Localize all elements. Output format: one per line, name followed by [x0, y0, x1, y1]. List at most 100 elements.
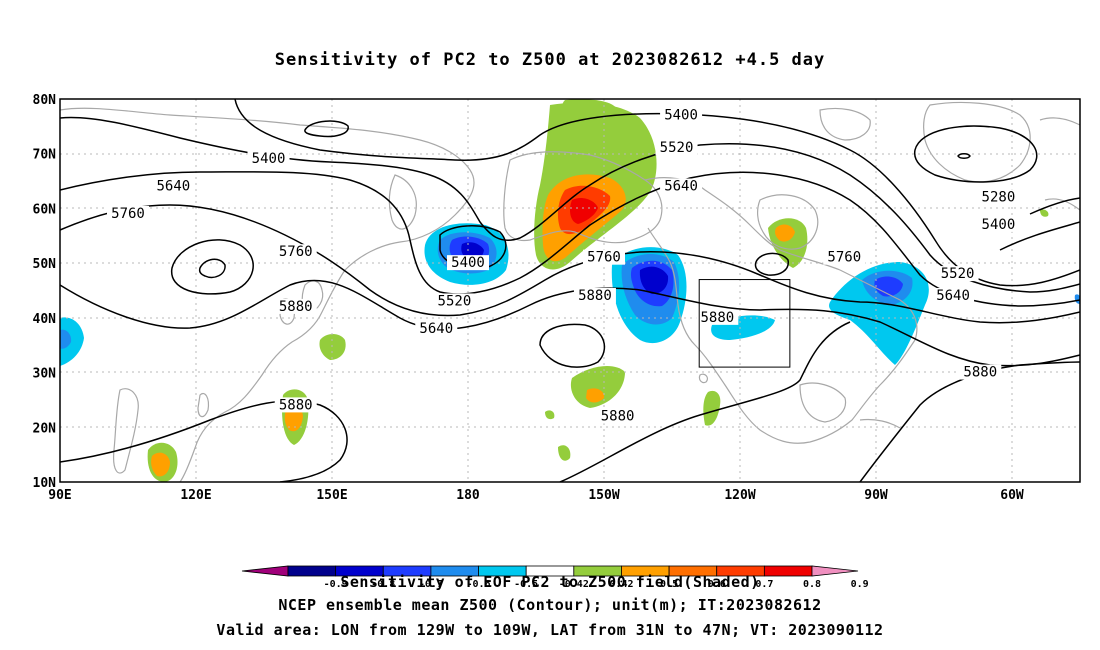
- coastline-kamchatka: [388, 174, 417, 230]
- shade-positive-patch: [586, 388, 605, 403]
- colorbar-tick-label: -0.6: [466, 579, 490, 590]
- contour-label-text: 5640: [156, 179, 190, 195]
- lon-tick-label: 120W: [724, 488, 755, 503]
- lat-tick-label: 80N: [33, 93, 57, 108]
- contour-labels: 5400 5520 5640 5280 5400 5400 5640 5760 5760 5880…: [107, 107, 1020, 424]
- contour-label: 5640: [152, 178, 195, 195]
- contour-label: 5520: [433, 293, 476, 309]
- colorbar-tick-label: 0.8: [803, 579, 821, 590]
- shade-negative-patch: [639, 266, 669, 294]
- colorbar-tick-label: -0.7: [419, 579, 443, 590]
- lon-tick-label: 120E: [180, 488, 211, 503]
- caption-contour: NCEP ensemble mean Z500 (Contour); unit(…: [278, 596, 822, 614]
- contour-line: [999, 221, 1080, 251]
- contour-label: 5400: [447, 255, 489, 271]
- contour-line: [304, 120, 349, 138]
- shade-positive-patch: [775, 224, 795, 242]
- lat-tick-label: 20N: [33, 421, 57, 436]
- contour-line: [539, 323, 606, 368]
- coastline-caribbean: [859, 418, 901, 429]
- shade-negative-patch: [1074, 294, 1080, 304]
- contour-label-text: 5640: [664, 179, 698, 195]
- coastline-hudson-bay: [757, 194, 819, 250]
- contour-line: [957, 153, 971, 159]
- contour-label-bg: [447, 255, 489, 271]
- shade-positive-patch: [545, 410, 555, 420]
- colorbar: -0.9 -0.8 -0.7 -0.6 -0.5 -0.42 0.42 0.5 0.6 0.7 0.…: [241, 565, 869, 590]
- contour-label: 5640: [660, 178, 703, 195]
- contour-label: 5640: [932, 287, 975, 304]
- contour-line: [60, 279, 1080, 367]
- coastline-layer: [60, 101, 1080, 482]
- lon-axis-labels: 90E 120E 150E 180 150W 120W 90W 60W: [48, 488, 1024, 503]
- coastline-alaska: [503, 151, 663, 244]
- contour-label: 5400: [247, 151, 290, 167]
- contour-label-text: 5400: [982, 217, 1016, 233]
- contour-label-bg: [247, 151, 290, 167]
- contour-label-bg: [660, 178, 703, 194]
- contour-label: 5400: [660, 107, 703, 123]
- contour-label-bg: [977, 189, 1020, 205]
- contour-label: 5880: [274, 298, 317, 315]
- lat-tick-label: 70N: [33, 148, 57, 163]
- coastline-asia: [60, 107, 475, 482]
- shade-positive-patch: [1040, 209, 1049, 217]
- contour-label-bg: [596, 408, 639, 424]
- contour-label: 5880: [596, 408, 639, 424]
- contour-label-text: 5520: [941, 266, 975, 282]
- contour-label: 5640: [415, 320, 458, 337]
- contour-label-bg: [823, 249, 866, 265]
- contour-label-bg: [696, 309, 739, 325]
- contour-label: 5760: [274, 244, 317, 260]
- colorbar-tick-label: 0.9: [851, 579, 869, 590]
- lon-tick-label: 90W: [864, 488, 888, 503]
- valid-area-box: [698, 279, 791, 368]
- colorbar-tick-label: 0.42: [609, 579, 633, 590]
- lat-tick-label: 10N: [33, 476, 57, 491]
- coastline-arctic-islands: [819, 107, 871, 141]
- contour-label: 5760: [107, 205, 149, 222]
- contour-label-text: 5520: [438, 293, 472, 309]
- lon-tick-label: 60W: [1000, 488, 1024, 503]
- contour-label-text: 5880: [279, 299, 313, 315]
- contour-label: 5880: [696, 309, 739, 326]
- colorbar-label: Sensitivity of EOF PC2 to Z500 field(Sha…: [340, 573, 760, 591]
- contour-line: [859, 361, 1080, 482]
- contour-label-bg: [977, 216, 1020, 232]
- contour-label-text: 5880: [963, 365, 997, 381]
- shade-positive-patch: [558, 445, 571, 461]
- contour-line: [1029, 197, 1080, 215]
- lat-tick-label: 40N: [33, 312, 57, 327]
- colorbar-tick-label: 0.6: [708, 579, 726, 590]
- contour-label-bg: [660, 107, 703, 123]
- contour-line: [60, 171, 1080, 307]
- contour-line: [913, 125, 1038, 183]
- contour-label-text: 5400: [451, 255, 485, 271]
- lat-tick-label: 30N: [33, 367, 57, 382]
- contour-label-text: 5400: [664, 107, 698, 123]
- shade-positive-patch: [570, 197, 598, 224]
- map-frame: [59, 98, 1081, 483]
- contour-line: [754, 252, 789, 276]
- contour-label-text: 5760: [827, 250, 861, 266]
- contour-line: [559, 321, 851, 482]
- coastline-indochina: [113, 388, 139, 474]
- coastline-greenland: [923, 101, 1031, 183]
- contour-label: 5880: [573, 287, 616, 304]
- colorbar-tick-label: -0.5: [514, 579, 538, 590]
- contour-label-bg: [415, 320, 458, 336]
- lon-tick-label: 90E: [48, 488, 71, 503]
- lon-tick-label: 150E: [316, 488, 347, 503]
- coastline-gulf-mexico: [799, 382, 847, 423]
- lat-tick-label: 60N: [33, 202, 57, 217]
- contour-line: [198, 258, 226, 279]
- contour-label-text: 5520: [660, 140, 694, 156]
- contour-label-bg: [274, 397, 317, 413]
- contour-label-bg: [936, 266, 979, 282]
- caption-valid-area: Valid area: LON from 129W to 109W, LAT f…: [216, 621, 884, 639]
- shade-negative-patch: [874, 276, 903, 297]
- colorbar-tick-label: -0.9: [324, 579, 348, 590]
- contour-label-bg: [433, 293, 476, 309]
- contour-label-bg: [959, 364, 1002, 380]
- contour-label: 5760: [823, 249, 866, 266]
